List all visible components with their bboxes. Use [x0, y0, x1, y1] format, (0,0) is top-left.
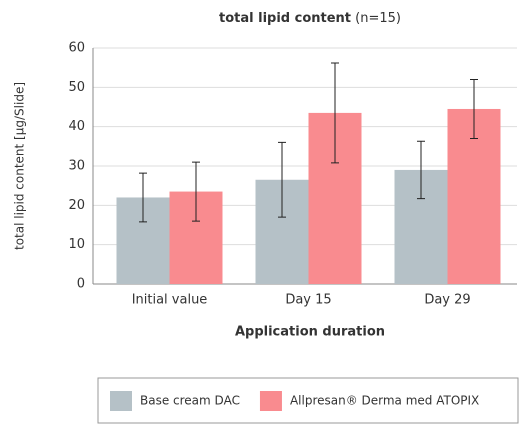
legend-box: [97, 377, 519, 424]
legend-swatch: [259, 391, 282, 411]
error-bar: [417, 140, 425, 200]
y-axis-label: total lipid content [µg/Slide]: [13, 82, 27, 250]
legend-swatch: [110, 391, 132, 411]
x-tick-label: Day 15: [285, 293, 331, 308]
chart-title-group: total lipid content (n=15): [219, 11, 401, 26]
y-tick-label: 60: [68, 41, 85, 56]
error-bar: [470, 78, 478, 139]
y-tick-label: 0: [77, 277, 85, 292]
y-tick-label: 10: [68, 237, 85, 252]
error-bar: [139, 172, 147, 223]
error-bar: [192, 161, 200, 222]
y-tick-label: 30: [68, 159, 85, 174]
x-axis-label: Application duration: [235, 325, 385, 340]
error-bar: [278, 141, 286, 218]
error-bar: [331, 62, 339, 164]
y-tick-label: 40: [68, 119, 85, 134]
x-tick-label: Day 29: [424, 293, 470, 308]
y-tick-label: 20: [68, 198, 85, 213]
x-tick-label: Initial value: [132, 293, 208, 308]
chart-title: total lipid content: [219, 11, 351, 26]
legend-label: Base cream DAC: [140, 394, 240, 408]
title-note: (n=15): [355, 11, 401, 26]
legend-label: Allpresan® Derma med ATOPIX: [290, 394, 479, 408]
y-tick-label: 50: [68, 80, 85, 95]
